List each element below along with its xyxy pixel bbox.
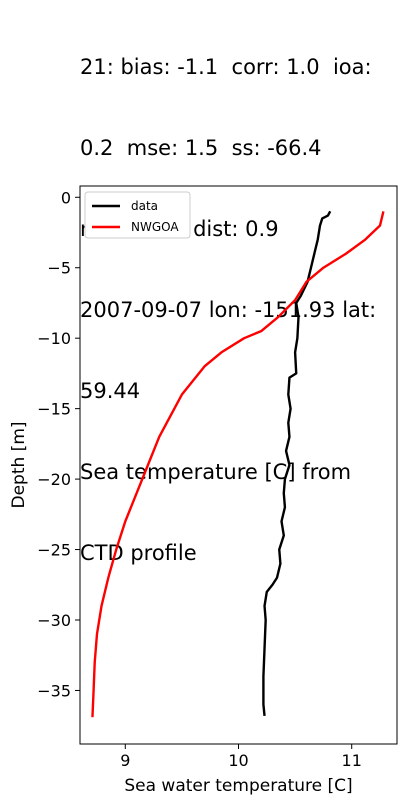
y-axis-label: Depth [m] — [9, 421, 29, 508]
y-tick-label: −10 — [37, 329, 71, 348]
x-tick-label: 11 — [342, 751, 362, 770]
legend: data NWGOA — [84, 191, 191, 239]
x-axis-label: Sea water temperature [C] — [124, 776, 352, 796]
y-tick-label: −5 — [47, 259, 71, 278]
series-line-nwgoa — [91, 211, 385, 718]
x-axis-ticks: 9 10 11 — [120, 744, 362, 770]
series-layer — [91, 210, 385, 718]
plot-frame — [79, 185, 398, 745]
legend-label-nwgoa: NWGOA — [131, 220, 179, 234]
title-line-1: 21: bias: -1.1 corr: 1.0 ioa: — [80, 55, 372, 79]
y-axis-ticks: 0 −5 −10 −15 −20 −25 −30 −35 — [37, 188, 80, 700]
title-line-5: 59.44 — [80, 379, 141, 403]
y-tick-label: −30 — [37, 611, 71, 630]
y-tick-label: 0 — [61, 188, 71, 207]
legend-label-data: data — [131, 199, 158, 213]
y-tick-label: −35 — [37, 681, 71, 700]
title-line-2: 0.2 mse: 1.5 ss: -66.4 — [80, 136, 322, 160]
series-line-data — [262, 210, 332, 716]
y-tick-label: −20 — [37, 470, 71, 489]
x-tick-label: 10 — [228, 751, 248, 770]
x-tick-label: 9 — [120, 751, 130, 770]
y-tick-label: −25 — [37, 541, 71, 560]
title-line-4: 2007-09-07 lon: -151.93 lat: — [80, 298, 377, 322]
y-tick-label: −15 — [37, 400, 71, 419]
